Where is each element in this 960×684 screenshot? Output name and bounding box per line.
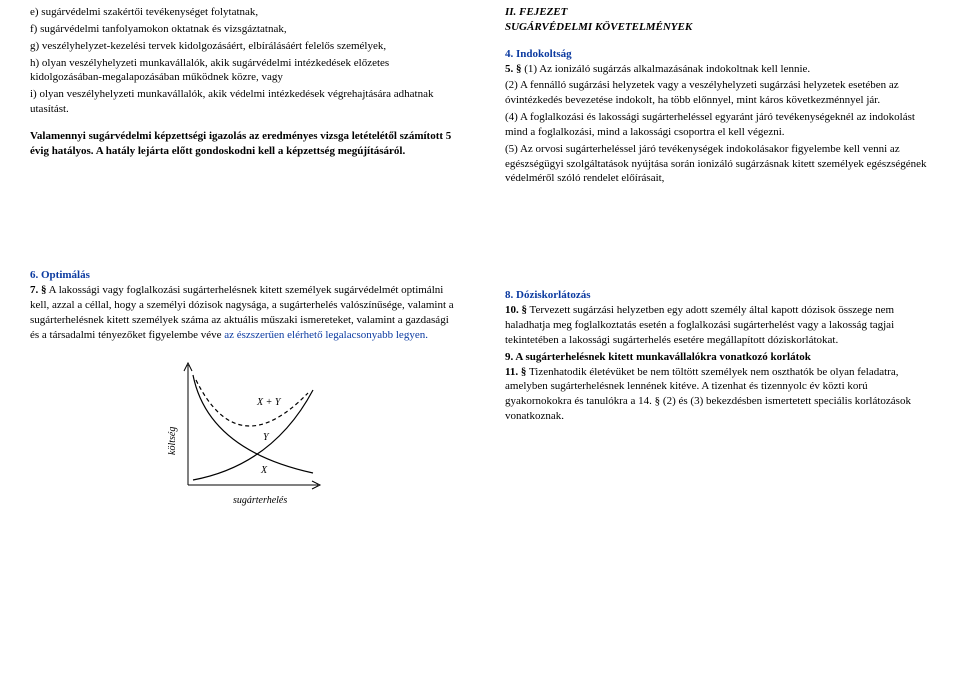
- sec10-para: 10. § Tervezett sugárzási helyzetben egy…: [505, 303, 930, 348]
- lower-left-col: 6. Optimálás 7. § A lakossági vagy fogla…: [30, 268, 455, 514]
- upper-right-col: II. FEJEZET SUGÁRVÉDELMI KÖVETELMÉNYEK 4…: [505, 5, 930, 188]
- sec5-p2: (2) A fennálló sugárzási helyzetek vagy …: [505, 78, 930, 108]
- upper-row: e) sugárvédelmi szakértői tevékenységet …: [30, 5, 930, 188]
- sec5-p5: (5) Az orvosi sugárterheléssel járó tevé…: [505, 142, 930, 187]
- item-h: h) olyan veszélyhelyzeti munkavállalók, …: [30, 56, 455, 86]
- text-g: g) veszélyhelyzet-kezelési tervek kidolg…: [30, 40, 386, 52]
- label-y: Y: [263, 432, 270, 443]
- curve-x: [193, 375, 313, 473]
- sec11-text: Tizenhatodik életévüket be nem töltött s…: [505, 366, 911, 423]
- item-g: g) veszélyhelyzet-kezelési tervek kidolg…: [30, 39, 455, 54]
- sec7-blue: az észszerűen elérhető legalacsonyabb le…: [224, 329, 428, 341]
- bold-note-text: Valamennyi sugárvédelmi képzettségi igaz…: [30, 130, 451, 157]
- chart-svg: X + Y Y X sugárterhelés költség: [153, 355, 333, 515]
- bold-note: Valamennyi sugárvédelmi képzettségi igaz…: [30, 129, 455, 159]
- curve-y: [193, 390, 313, 480]
- text-h: h) olyan veszélyhelyzeti munkavállalók, …: [30, 57, 389, 84]
- item-i: i) olyan veszélyhelyzeti munkavállalók, …: [30, 87, 455, 117]
- text-i: i) olyan veszélyhelyzeti munkavállalók, …: [30, 88, 433, 115]
- section-4-title: 4. Indokoltság: [505, 47, 930, 62]
- chapter-title: II. FEJEZET: [505, 5, 930, 20]
- text-f: f) sugárvédelmi tanfolyamokon oktatnak é…: [30, 23, 287, 35]
- chapter-subtitle: SUGÁRVÉDELMI KÖVETELMÉNYEK: [505, 20, 930, 35]
- label-sum: X + Y: [256, 397, 282, 408]
- label-x: X: [260, 465, 268, 476]
- y-axis-label: költség: [167, 426, 178, 454]
- item-e: e) sugárvédelmi szakértői tevékenységet …: [30, 5, 455, 20]
- sec7-lead: 7. §: [30, 284, 47, 296]
- sec5-p4: (4) A foglalkozási és lakossági sugárter…: [505, 110, 930, 140]
- sec5-text: (1) Az ionizáló sugárzás alkalmazásának …: [522, 63, 811, 75]
- item-f: f) sugárvédelmi tanfolyamokon oktatnak é…: [30, 22, 455, 37]
- section-6-title: 6. Optimálás: [30, 268, 455, 283]
- sec10-lead: 10. §: [505, 304, 527, 316]
- x-axis-label: sugárterhelés: [233, 495, 287, 506]
- sec5-lead: 5. §: [505, 63, 522, 75]
- sec11-para: 11. § Tizenhatodik életévüket be nem töl…: [505, 365, 930, 424]
- sec11-lead: 11. §: [505, 366, 526, 378]
- text-e: e) sugárvédelmi szakértői tevékenységet …: [30, 6, 258, 18]
- section-8-title: 8. Dóziskorlátozás: [505, 288, 930, 303]
- sec10-text: Tervezett sugárzási helyzetben egy adott…: [505, 304, 894, 346]
- upper-left-col: e) sugárvédelmi szakértői tevékenységet …: [30, 5, 455, 188]
- lower-row: 6. Optimálás 7. § A lakossági vagy fogla…: [30, 268, 930, 514]
- lower-right-col: 8. Dóziskorlátozás 10. § Tervezett sugár…: [505, 268, 930, 514]
- sec7-para: 7. § A lakossági vagy foglalkozási sugár…: [30, 283, 455, 342]
- optimization-chart: X + Y Y X sugárterhelés költség: [30, 355, 455, 515]
- section-9-title: 9. A sugárterhelésnek kitett munkavállal…: [505, 350, 930, 365]
- sec5-line: 5. § (1) Az ionizáló sugárzás alkalmazás…: [505, 62, 930, 77]
